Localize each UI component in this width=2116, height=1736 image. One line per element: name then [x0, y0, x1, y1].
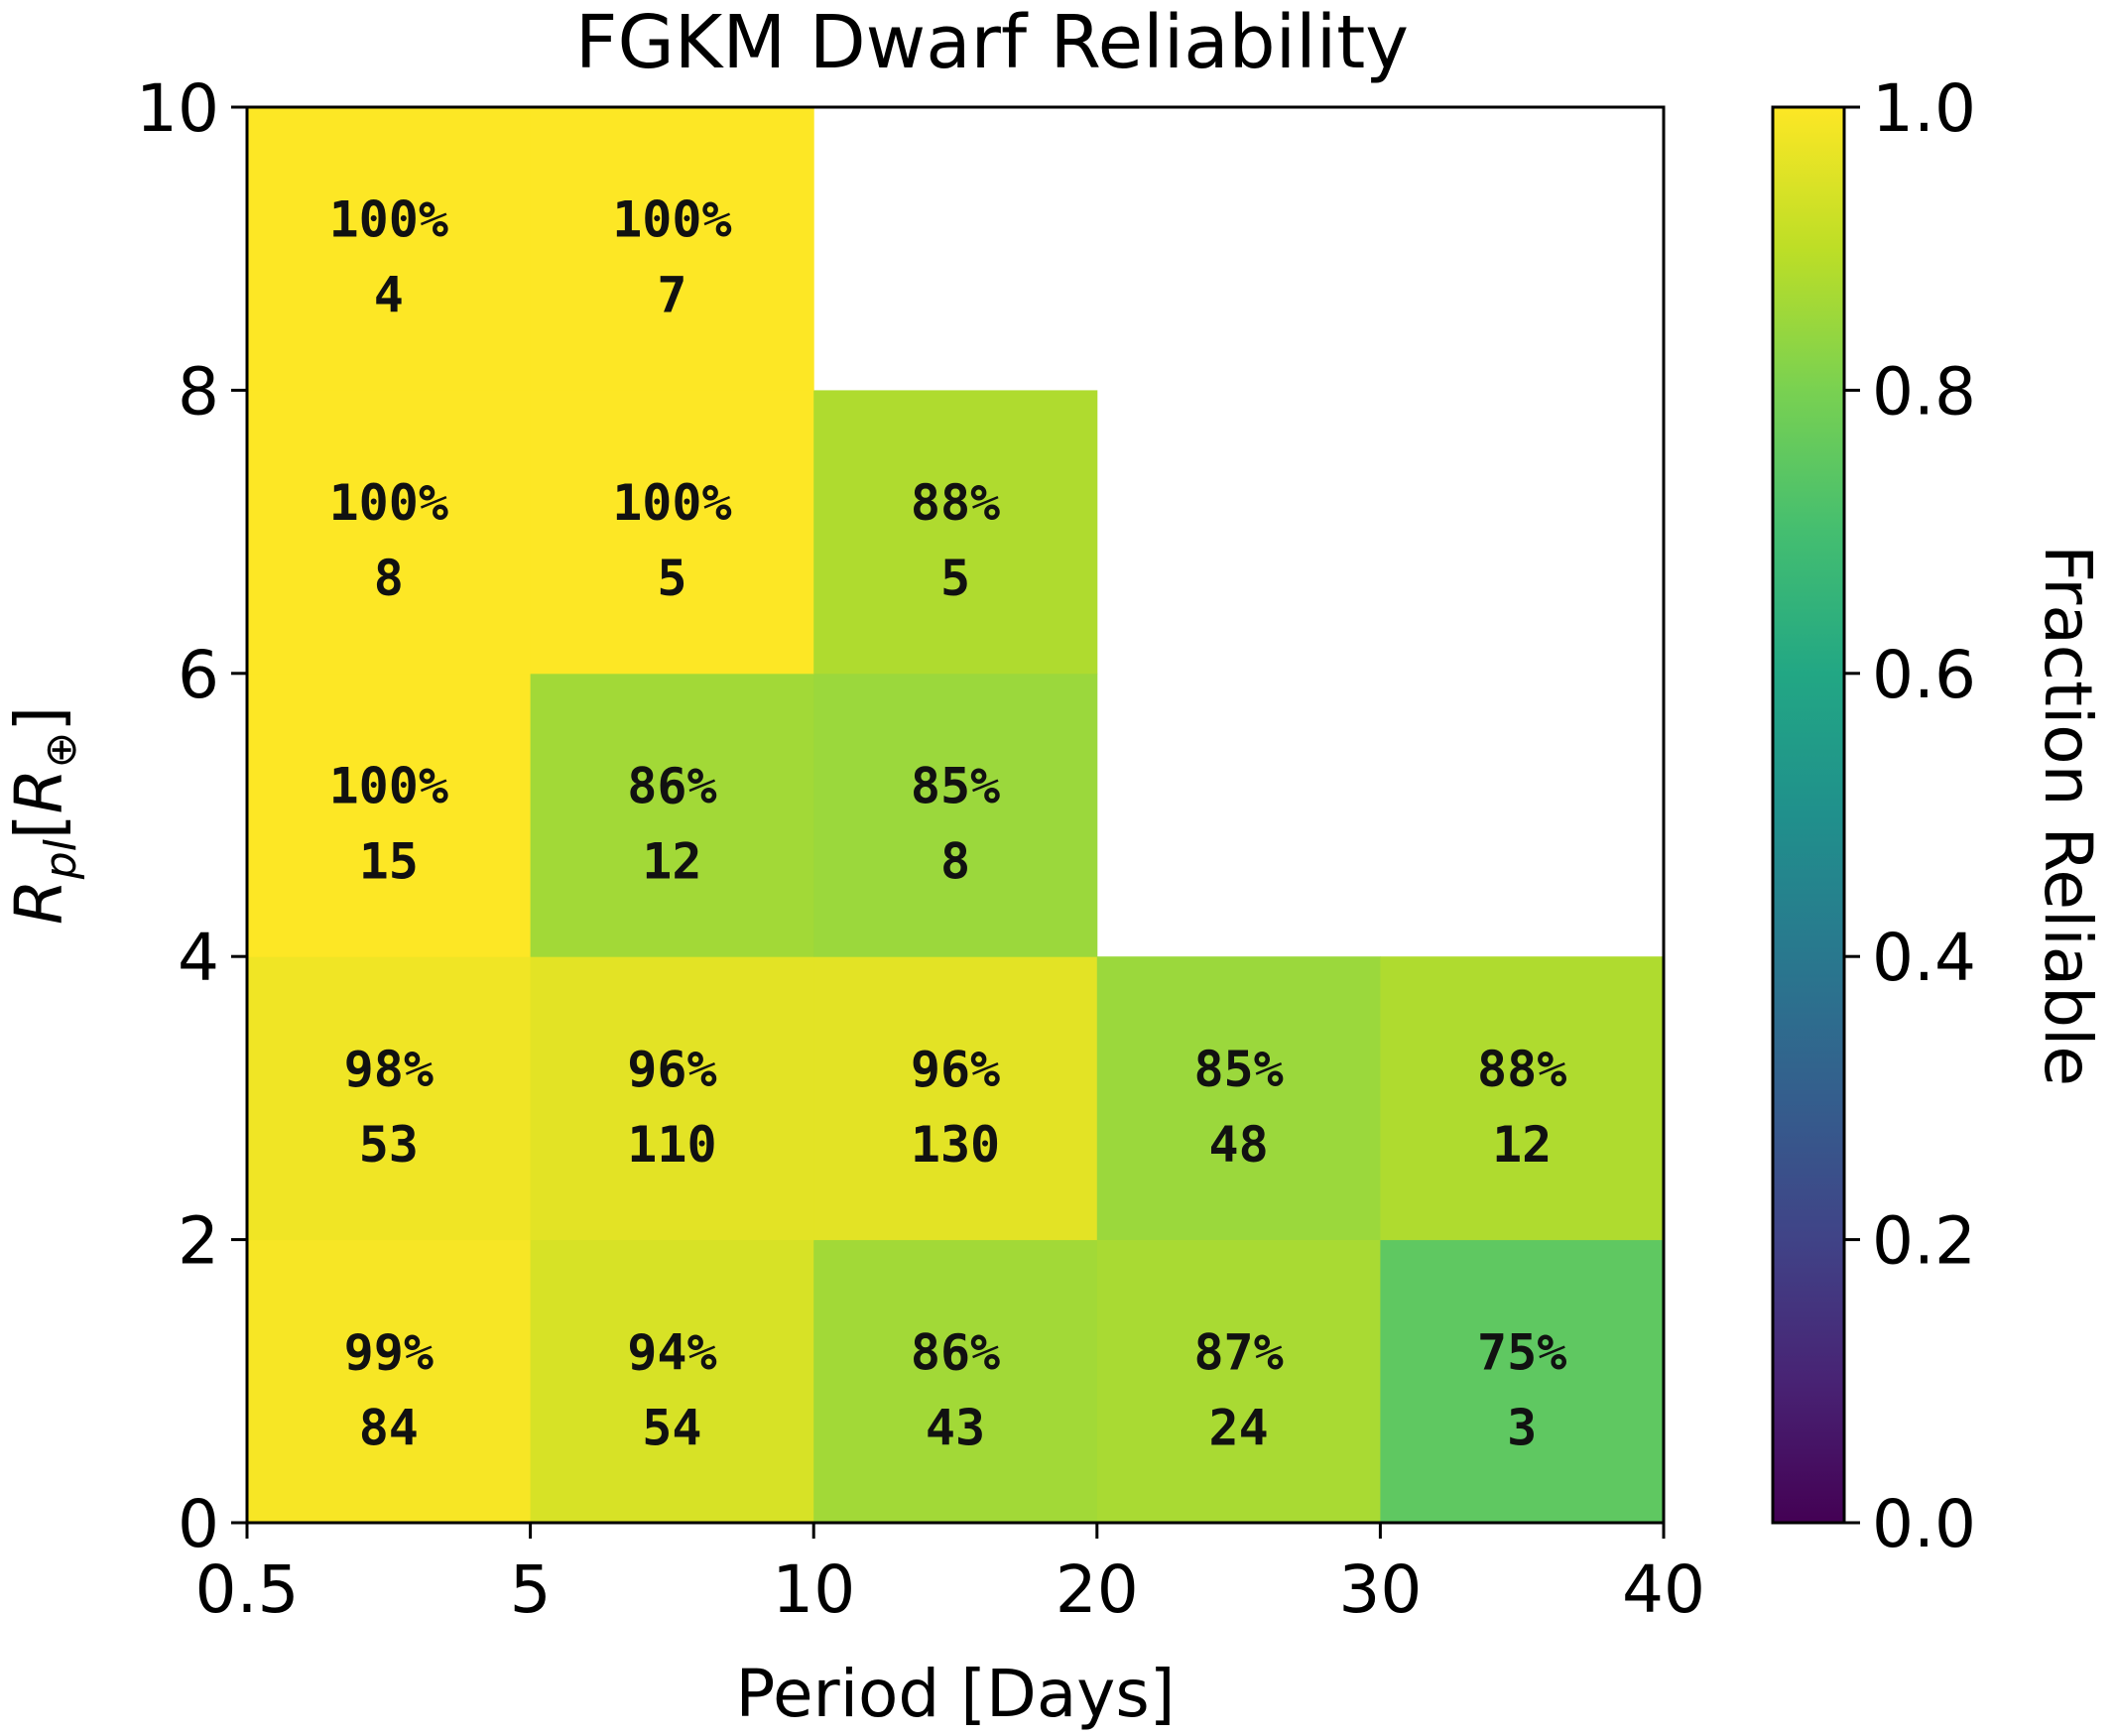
cell-count-label: 15 [359, 833, 419, 891]
y-tick-label: 10 [136, 70, 219, 147]
colorbar-tick-label: 0.0 [1872, 1486, 1976, 1562]
y-tick-label: 8 [178, 353, 219, 430]
heatmap-cell [530, 390, 814, 675]
colorbar-tick-label: 0.8 [1872, 353, 1976, 430]
heatmap-cell [1380, 956, 1665, 1241]
cell-count-label: 5 [657, 550, 686, 607]
cell-count-label: 12 [1492, 1116, 1552, 1174]
cell-percent-label: 100% [329, 758, 448, 815]
cell-percent-label: 86% [627, 758, 716, 815]
cell-count-label: 130 [911, 1116, 1000, 1174]
heatmap-cell [247, 956, 532, 1241]
colorbar-tick-label: 0.6 [1872, 637, 1976, 713]
y-axis-label-close: ] [1, 706, 77, 732]
cell-percent-label: 85% [1193, 1041, 1283, 1098]
cell-percent-label: 85% [911, 758, 1000, 815]
cell-count-label: 43 [926, 1399, 985, 1456]
cell-percent-label: 96% [627, 1041, 716, 1098]
x-tick-label: 5 [510, 1551, 552, 1628]
cell-percent-label: 100% [612, 474, 731, 532]
cell-count-label: 12 [642, 833, 701, 891]
colorbar-label: Fraction Reliable [2030, 545, 2106, 1086]
heatmap-cell [1380, 1239, 1665, 1524]
heatmap-cell [1096, 1239, 1381, 1524]
cell-percent-label: 100% [612, 191, 731, 249]
x-tick-label: 10 [772, 1551, 855, 1628]
cell-percent-label: 94% [627, 1323, 716, 1381]
heatmap-cells [247, 107, 1665, 1524]
cell-count-label: 5 [940, 550, 970, 607]
cell-percent-label: 100% [329, 474, 448, 532]
heatmap-cell [813, 956, 1098, 1241]
y-axis-label-sub: pl [36, 838, 86, 880]
colorbar [1771, 105, 1846, 1525]
y-axis-label-r: R [1, 879, 77, 925]
x-axis-ticks: 0.5 5 10 20 30 40 [195, 1523, 1705, 1628]
colorbar-tick-label: 0.4 [1872, 920, 1976, 996]
cell-count-label: 4 [374, 267, 404, 324]
cell-count-label: 24 [1208, 1399, 1268, 1456]
heatmap-cell [247, 1239, 532, 1524]
plot-frame [245, 105, 1666, 1525]
heatmap-cell [813, 390, 1098, 675]
cell-percent-label: 99% [344, 1323, 434, 1381]
y-axis-label-earth: ⊕ [36, 732, 86, 769]
cell-percent-label: 86% [911, 1323, 1000, 1381]
heatmap-cell [247, 390, 532, 675]
y-tick-label: 2 [178, 1203, 219, 1280]
heatmap-cell [530, 673, 814, 957]
heatmap-cell [813, 1239, 1098, 1524]
colorbar-tick-label: 1.0 [1872, 70, 1976, 147]
cell-count-label: 7 [657, 267, 686, 324]
x-tick-label: 20 [1056, 1551, 1139, 1628]
colorbar-ticks: 0.0 0.2 0.4 0.6 0.8 1.0 [1844, 70, 1976, 1562]
cell-percent-label: 88% [911, 474, 1000, 532]
cell-count-label: 8 [374, 550, 404, 607]
y-tick-label: 4 [178, 920, 219, 996]
y-tick-label: 0 [178, 1486, 219, 1562]
cell-count-label: 110 [627, 1116, 716, 1174]
cell-percent-label: 87% [1193, 1323, 1283, 1381]
y-axis-label-inner: R [1, 769, 77, 814]
cell-count-label: 54 [642, 1399, 701, 1456]
heatmap-cell [247, 673, 532, 957]
y-tick-label: 6 [178, 637, 219, 713]
chart-title: FGKM Dwarf Reliability [575, 0, 1409, 85]
heatmap-cell [1096, 956, 1381, 1241]
cell-percent-label: 100% [329, 191, 448, 249]
colorbar-tick-label: 0.2 [1872, 1203, 1976, 1280]
y-axis-ticks: 0 2 4 6 8 10 [136, 70, 247, 1562]
cell-count-label: 84 [359, 1399, 419, 1456]
x-tick-label: 0.5 [195, 1551, 300, 1628]
cell-percent-label: 98% [344, 1041, 434, 1098]
cell-count-label: 53 [359, 1116, 419, 1174]
heatmap-cell [530, 1239, 814, 1524]
cell-count-label: 48 [1208, 1116, 1268, 1174]
cell-count-label: 3 [1507, 1399, 1537, 1456]
cell-percent-label: 96% [911, 1041, 1000, 1098]
heatmap-cell [530, 956, 814, 1241]
heatmap-cell [813, 673, 1098, 957]
x-tick-label: 40 [1622, 1551, 1705, 1628]
x-tick-label: 30 [1338, 1551, 1422, 1628]
cell-count-label: 8 [940, 833, 970, 891]
y-axis-label-open: [ [1, 813, 77, 839]
x-axis-label: Period [Days] [736, 1656, 1176, 1732]
heatmap-cell-labels: 99%8494%5486%4387%2475%398%5396%11096%13… [329, 191, 1567, 1457]
heatmap-cell [530, 107, 814, 391]
y-axis-label: Rpl[R⊕] [1, 706, 86, 925]
cell-percent-label: 75% [1477, 1323, 1566, 1381]
heatmap-cell [247, 107, 532, 391]
cell-percent-label: 88% [1477, 1041, 1566, 1098]
